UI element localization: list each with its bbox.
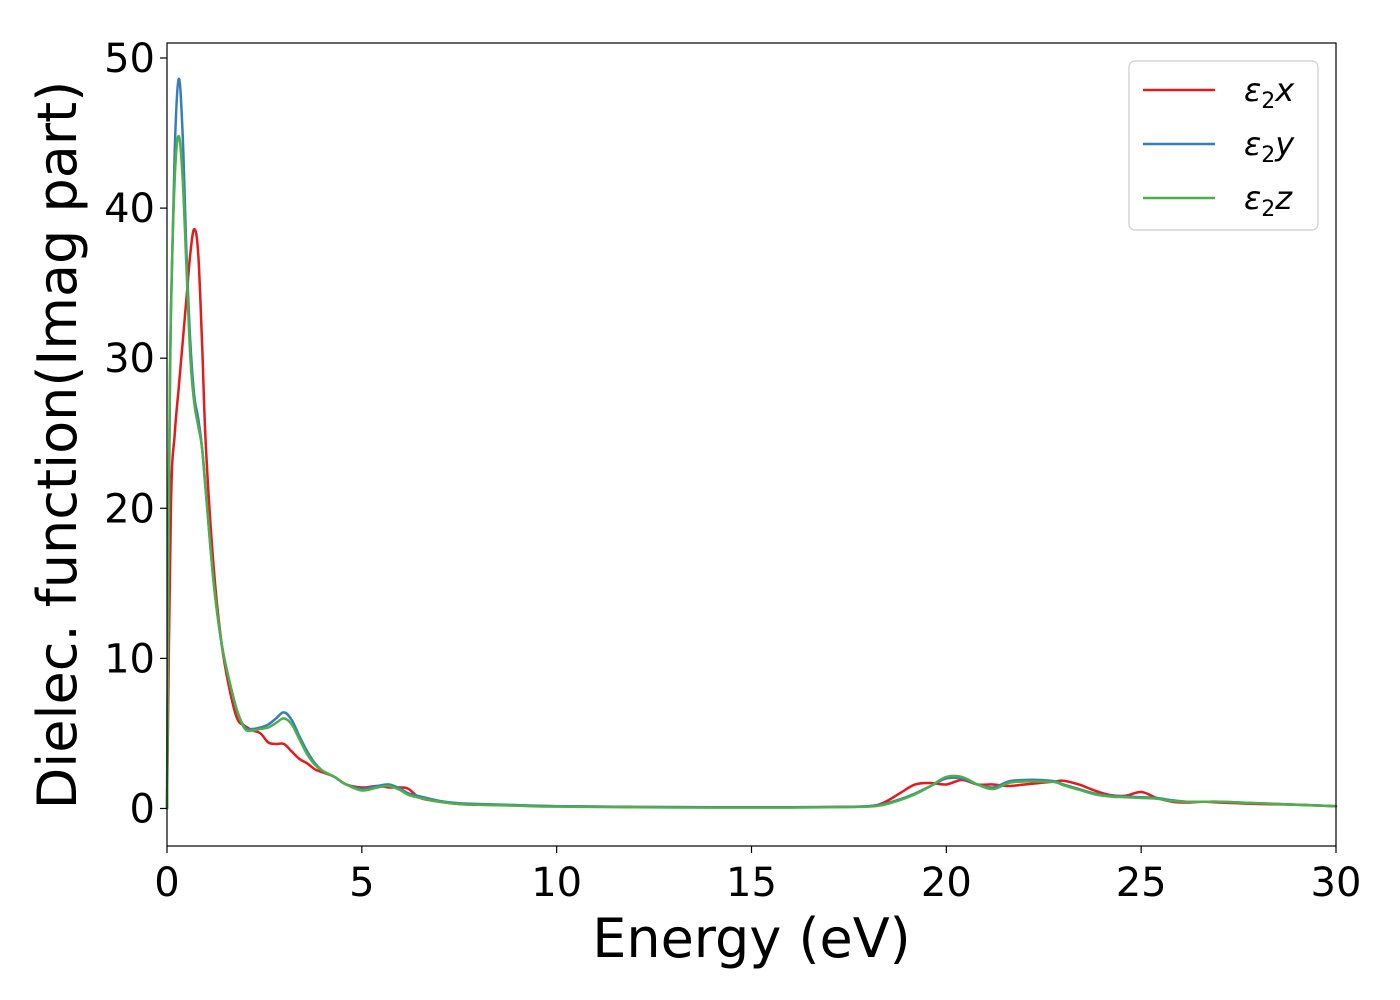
series-line-z (165, 134, 1338, 810)
legend-label-y: ε2y (1244, 125, 1295, 168)
legend-label-z: ε2z (1244, 179, 1293, 222)
x-tick-label: 10 (531, 860, 582, 906)
x-tick-label: 25 (1116, 860, 1167, 906)
x-tick-label: 20 (921, 860, 972, 906)
y-tick-label: 20 (104, 486, 155, 532)
y-axis-ticks: 0 10 20 30 40 50 (104, 36, 167, 832)
legend-entries: ε2x ε2y ε2z (1143, 71, 1295, 222)
x-tick-label: 5 (349, 860, 374, 906)
y-tick-label: 10 (104, 636, 155, 682)
y-tick-label: 50 (104, 36, 155, 82)
y-tick-label: 40 (104, 186, 155, 232)
series-layer (165, 77, 1338, 810)
legend: ε2x ε2y ε2z (1128, 60, 1319, 231)
legend-box (1128, 60, 1319, 231)
x-axis-label: Energy (eV) (592, 907, 911, 970)
x-tick-label: 30 (1311, 860, 1362, 906)
y-tick-label: 30 (104, 336, 155, 382)
x-tick-label: 0 (154, 860, 179, 906)
legend-label-x: ε2x (1244, 71, 1295, 114)
y-tick-label: 0 (130, 786, 155, 832)
x-tick-label: 15 (726, 860, 777, 906)
y-axis-label: Dielec. function(Imag part) (26, 81, 89, 810)
x-axis-ticks: 0 5 10 15 20 25 30 (154, 846, 1361, 906)
